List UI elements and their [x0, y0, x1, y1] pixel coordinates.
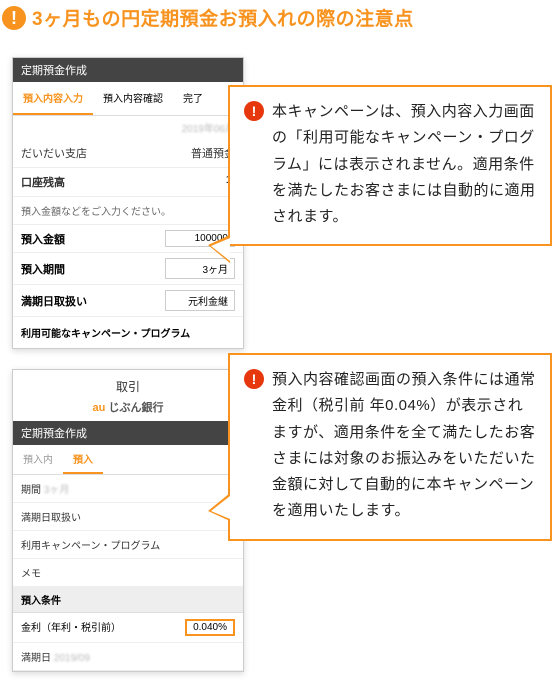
mock2-titlebar: 定期預金作成 — [13, 421, 243, 445]
mock2-rate-highlight: 0.040% — [185, 619, 235, 636]
mock2-rate-row: 金利（年利・税引前） 0.040% — [13, 613, 243, 643]
note-block-2: 取引 au じぶん銀行 定期預金作成 預入内 預入 期間 3ヶ月 満期日取扱い … — [0, 345, 560, 675]
note-block-1: 定期預金作成 預入内容入力 預入内容確認 完了 2019年06月 だいだい支店 … — [0, 41, 560, 321]
mock-instruction: 預入金額などをご入力ください。 — [13, 197, 243, 225]
mock-branch-row: だいだい支店 普通預金 — [13, 139, 243, 168]
alert-icon: ! — [244, 369, 264, 389]
callout-2-text: 預入内容確認画面の預入条件には通常金利（税引前 年0.04%）が表示されますが、… — [272, 367, 536, 525]
callout-1-text: 本キャンペーンは、預入内容入力画面の「利用可能なキャンペーン・プログラム」には表… — [272, 99, 536, 230]
page-title: 3ヶ月もの円定期預金お預入れの際の注意点 — [32, 4, 414, 31]
tab-done: 完了 — [173, 82, 213, 115]
mock2-row-memo: メモ — [13, 559, 243, 587]
mock2-row-maturity-date: 満期日 2019/09 — [13, 643, 243, 671]
mock-balance-row: 口座残高 1, — [13, 168, 243, 197]
alert-icon: ! — [244, 101, 264, 121]
mock2-logo: au じぶん銀行 — [13, 399, 243, 421]
warning-icon: ! — [2, 6, 26, 30]
screenshot-confirm-screen: 取引 au じぶん銀行 定期預金作成 預入内 預入 期間 3ヶ月 満期日取扱い … — [12, 369, 244, 672]
tab-confirm: 預入内容確認 — [93, 82, 173, 115]
mock-date: 2019年06月 — [13, 116, 243, 139]
tab-input: 預入内容入力 — [13, 82, 93, 115]
mock-titlebar: 定期預金作成 — [13, 58, 243, 82]
mock-maturity-row: 満期日取扱い 元利金継 — [13, 285, 243, 317]
mock-campaign-section: 利用可能なキャンペーン・プログラム — [13, 317, 243, 348]
screenshot-input-screen: 定期預金作成 預入内容入力 預入内容確認 完了 2019年06月 だいだい支店 … — [12, 57, 244, 349]
callout-pointer-icon — [208, 493, 230, 521]
mock2-title: 取引 — [13, 370, 243, 399]
mock-maturity-field: 元利金継 — [165, 290, 235, 311]
page-header: ! 3ヶ月もの円定期預金お預入れの際の注意点 — [0, 0, 560, 41]
mock2-section-header: 預入条件 — [13, 587, 243, 613]
mock-tabs: 預入内容入力 預入内容確認 完了 — [13, 82, 243, 116]
mock2-row-campaign: 利用キャンペーン・プログラム — [13, 531, 243, 559]
mock2-tabs: 預入内 預入 — [13, 445, 243, 475]
callout-pointer-icon — [208, 235, 230, 263]
callout-2: ! 預入内容確認画面の預入条件には通常金利（税引前 年0.04%）が表示されます… — [228, 353, 552, 541]
callout-1: ! 本キャンペーンは、預入内容入力画面の「利用可能なキャンペーン・プログラム」に… — [228, 85, 552, 246]
